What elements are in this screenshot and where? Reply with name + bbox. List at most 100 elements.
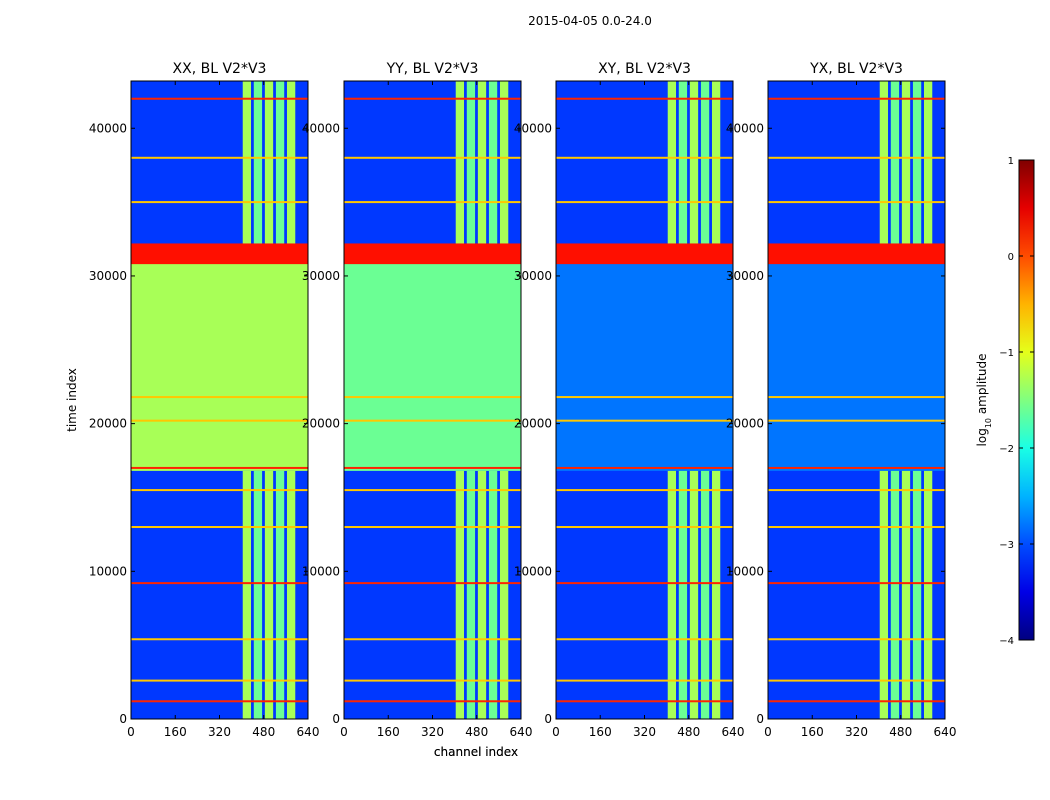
heatmap-rfi-line	[556, 489, 733, 492]
heatmap-channel-stripe	[901, 470, 911, 719]
heatmap-channel-stripe	[242, 470, 252, 719]
y-tick-label: 0	[119, 712, 127, 726]
heatmap-channel-stripe	[264, 81, 274, 262]
x-axis-label: channel index	[434, 745, 518, 759]
x-tick-label: 0	[127, 725, 135, 739]
heatmap-rfi-burst	[556, 243, 733, 265]
heatmap-channel-stripe	[667, 81, 677, 262]
heatmap-rfi-line	[344, 156, 521, 159]
y-tick-label: 10000	[89, 564, 127, 578]
heatmap-rfi-line	[556, 419, 733, 422]
x-tick-label: 0	[552, 725, 560, 739]
x-tick-label: 320	[633, 725, 656, 739]
heatmap-rfi-line	[131, 396, 308, 399]
x-tick-label: 0	[764, 725, 772, 739]
heatmap-channel-stripe	[890, 470, 900, 719]
heatmap-rfi-line	[344, 419, 521, 422]
x-tick-label: 160	[377, 725, 400, 739]
colorbar-label-subscript: 10	[984, 418, 993, 428]
panel-2: XY, BL V2*V3 0 160 320 480 640 0 10000 20000 3000…	[514, 61, 745, 739]
heatmap-channel-stripe	[488, 470, 498, 719]
y-tick-label: 30000	[302, 269, 340, 283]
panel-title: YY, BL V2*V3	[386, 61, 479, 77]
heatmap-channel-stripe	[455, 81, 465, 262]
heatmap-rfi-burst	[344, 243, 521, 265]
heatmap-channel-stripe	[667, 470, 677, 719]
x-tick-label: 480	[465, 725, 488, 739]
heatmap-rfi-line	[768, 396, 945, 399]
heatmap-rfi-line	[344, 489, 521, 492]
heatmap-channel-stripe	[275, 81, 285, 262]
heatmap-channel-stripe	[455, 470, 465, 719]
figure-suptitle: 2015-04-05 0.0-24.0	[528, 14, 652, 28]
panel-title: XX, BL V2*V3	[173, 61, 267, 77]
heatmap-rfi-line	[556, 201, 733, 204]
heatmap-rfi-line	[344, 582, 521, 585]
heatmap-rfi-line	[556, 679, 733, 682]
heatmap-channel-stripe	[499, 81, 509, 262]
y-tick-label: 40000	[89, 121, 127, 135]
y-axis-label: time index	[65, 368, 79, 432]
panel-title: XY, BL V2*V3	[598, 61, 691, 77]
colorbar-tick-label: −1	[999, 348, 1014, 359]
y-tick-label: 20000	[514, 417, 552, 431]
colorbar-tick-label: −4	[999, 636, 1014, 647]
x-tick-label: 160	[801, 725, 824, 739]
y-tick-label: 20000	[302, 417, 340, 431]
heatmap-rfi-line	[768, 700, 945, 703]
heatmap-rfi-line	[556, 638, 733, 641]
heatmap-rfi-line	[131, 97, 308, 100]
y-tick-label: 30000	[514, 269, 552, 283]
colorbar-tick-label: 1	[1008, 156, 1014, 167]
heatmap-rfi-line	[768, 526, 945, 529]
y-tick-label: 40000	[302, 121, 340, 135]
heatmap-rfi-line	[768, 419, 945, 422]
heatmap-rfi-line	[556, 156, 733, 159]
heatmap-channel-stripe	[253, 470, 263, 719]
heatmap-rfi-line	[344, 526, 521, 529]
colorbar-tick-label: 0	[1008, 252, 1014, 263]
y-tick-label: 0	[332, 712, 340, 726]
y-tick-label: 20000	[726, 417, 764, 431]
heatmap-rfi-line	[344, 396, 521, 399]
heatmap-channel-stripe	[711, 470, 721, 719]
y-tick-label: 10000	[302, 564, 340, 578]
heatmap-rfi-line	[556, 97, 733, 100]
heatmap-channel-stripe	[488, 81, 498, 262]
x-tick-label: 320	[421, 725, 444, 739]
x-tick-label: 480	[889, 725, 912, 739]
x-tick-label: 640	[297, 725, 320, 739]
x-tick-label: 160	[589, 725, 612, 739]
heatmap-rfi-line	[131, 679, 308, 682]
heatmap-rfi-line	[556, 582, 733, 585]
heatmap-rfi-line	[131, 489, 308, 492]
heatmap-channel-stripe	[286, 470, 296, 719]
y-tick-label: 10000	[726, 564, 764, 578]
heatmap-rfi-line	[768, 638, 945, 641]
heatmap-rfi-line	[131, 156, 308, 159]
heatmap-rfi-line	[344, 201, 521, 204]
colorbar-label-suffix: amplitude	[975, 354, 989, 418]
heatmap-channel-stripe	[466, 81, 476, 262]
heatmap-rfi-line	[131, 526, 308, 529]
x-tick-label: 320	[208, 725, 231, 739]
heatmap-channel-stripe	[700, 470, 710, 719]
colorbar-label-prefix: log	[975, 428, 989, 446]
x-tick-label: 640	[722, 725, 745, 739]
heatmap-rfi-line	[556, 396, 733, 399]
heatmap-rfi-line	[768, 466, 945, 469]
heatmap-rfi-burst	[768, 243, 945, 265]
heatmap-rfi-line	[344, 700, 521, 703]
heatmap-rfi-line	[556, 700, 733, 703]
heatmap-channel-stripe	[253, 81, 263, 262]
y-tick-label: 30000	[726, 269, 764, 283]
colorbar-tick-label: −2	[999, 444, 1014, 455]
heatmap-channel-stripe	[879, 470, 889, 719]
y-tick-label: 40000	[514, 121, 552, 135]
heatmap-rfi-line	[131, 419, 308, 422]
heatmap-rfi-line	[131, 700, 308, 703]
heatmap-quiet-region	[556, 261, 733, 471]
y-tick-label: 0	[544, 712, 552, 726]
y-tick-label: 20000	[89, 417, 127, 431]
heatmap-rfi-line	[768, 582, 945, 585]
